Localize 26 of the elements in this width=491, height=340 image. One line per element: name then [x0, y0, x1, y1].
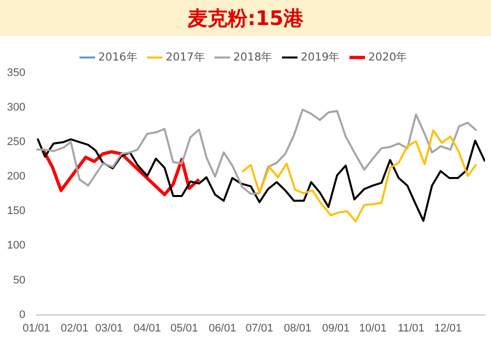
x-tick-label: 08/01: [284, 322, 312, 334]
y-tick-label: 0: [19, 308, 26, 321]
y-tick-label: 100: [6, 240, 26, 252]
legend-label: 2020年: [368, 50, 408, 64]
y-tick-label: 200: [6, 170, 26, 183]
y-tick-label: 150: [6, 205, 26, 218]
legend-label: 2017年: [166, 50, 205, 64]
y-tick-label: 250: [6, 136, 26, 148]
x-tick-label: 03/01: [95, 322, 123, 334]
x-tick-label: 10/01: [359, 322, 387, 334]
y-tick-label: 300: [6, 102, 26, 114]
x-tick-label: 05/01: [170, 322, 198, 334]
legend-label: 2018年: [233, 50, 272, 64]
x-tick-label: 12/01: [434, 322, 462, 334]
x-tick-label: 01/01: [22, 322, 50, 334]
x-tick-label: 02/01: [60, 322, 88, 334]
legend-label: 2019年: [300, 50, 340, 64]
legend-label: 2016年: [98, 50, 138, 64]
x-tick-label: 06/01: [208, 322, 236, 334]
x-tick-label: 11/01: [398, 322, 424, 334]
chart-title: 麦克粉:15港: [0, 0, 491, 36]
y-tick-label: 350: [6, 67, 26, 80]
x-tick-label: 09/01: [322, 322, 350, 334]
y-tick-label: 50: [13, 274, 26, 286]
x-tick-label: 04/01: [134, 322, 162, 334]
x-tick-label: 07/01: [246, 322, 274, 334]
